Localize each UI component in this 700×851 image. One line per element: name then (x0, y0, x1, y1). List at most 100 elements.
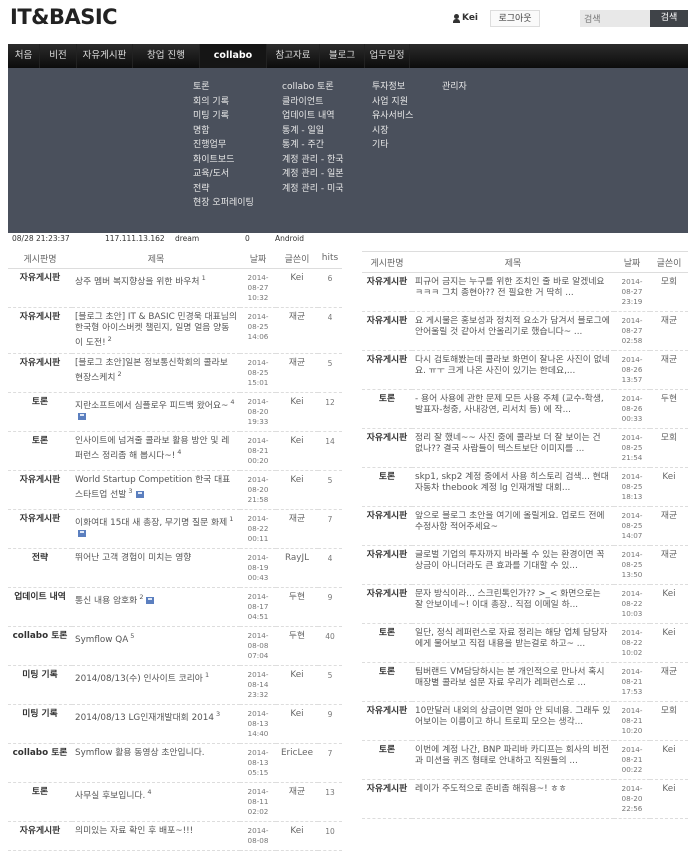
post-author[interactable]: Kei (650, 467, 688, 507)
nav-item-7[interactable]: 업무일정 (365, 44, 410, 68)
board-name[interactable]: 자유게시판 (8, 268, 72, 308)
board-name[interactable]: 토론 (362, 662, 412, 702)
table-row[interactable]: 자유게시판 레이가 주도적으로 준비좀 해줘용~! ㅎㅎ 2014-08-20 22:… (362, 779, 688, 819)
table-row[interactable]: 자유게시판 앞으로 블로그 초안을 여기에 올릴게요. 업로드 전에 수정사항 적… (362, 506, 688, 546)
nav-item-0[interactable]: 처음 (8, 44, 40, 68)
post-author[interactable]: Kei (276, 268, 318, 308)
post-title-text[interactable]: 피규어 금지는 누구를 위한 조치인 줄 바로 알겠네요 ㅋㅋㅋ 그치 종현아?… (415, 277, 605, 298)
post-title[interactable]: 일단, 정식 레퍼런스로 자료 정리는 해당 업체 담당자에게 물어보고 직접 … (412, 623, 614, 663)
post-author[interactable]: Kei (276, 821, 318, 851)
post-author[interactable]: 모회 (650, 701, 688, 741)
search-button[interactable]: 검색 (650, 10, 688, 27)
post-title-text[interactable]: Symflow QA (75, 634, 129, 645)
table-row[interactable]: 자유게시판 요 게시물은 홍보성과 정치적 요소가 담겨서 블로그에 안어울릴 것… (362, 311, 688, 351)
table-row[interactable]: 자유게시판 World Startup Competition 한국 대표 스타트… (8, 470, 342, 510)
table-row[interactable]: 토론 - 용어 사용에 관한 문제 모든 사용 주체 (교수-학생, 발표자-청중… (362, 389, 688, 429)
dropdown-menu-item[interactable]: 교육/도서 (193, 169, 230, 179)
post-title-text[interactable]: 다시 검토해봤는데 콜라보 화면이 잘나온 사진이 없네요. ㅠㅜ 크게 나온 … (415, 355, 610, 376)
post-title[interactable]: - 용어 사용에 관한 문제 모든 사용 주체 (교수-학생, 발표자-청중, … (412, 389, 614, 429)
post-title-text[interactable]: 이번에 계정 나간, BNP 파리바 카디프는 회사의 비전과 미션을 퀴즈 형… (415, 745, 610, 766)
post-author[interactable]: 모회 (650, 272, 688, 312)
post-title-text[interactable]: [블로그 초안]일본 정보통신학회의 콜라보 현장스케치 (75, 357, 228, 383)
post-title-text[interactable]: World Startup Competition 한국 대표 스타트업 선발 (75, 474, 231, 500)
post-title[interactable]: 상주 멤버 복지향상을 위한 바우처 1 (72, 268, 240, 308)
post-author[interactable]: Kei (276, 392, 318, 432)
column-header[interactable]: 제목 (72, 248, 240, 269)
board-name[interactable]: 토론 (8, 431, 72, 471)
search-input[interactable] (580, 10, 650, 27)
dropdown-menu-item[interactable]: 전략 (193, 183, 210, 194)
dropdown-menu-item[interactable]: 계정 관리 - 미국 (282, 183, 344, 194)
post-title-text[interactable]: 인사이트에 넘겨줄 콜라보 활용 방안 및 레퍼런스 정리좀 해 봅시다~! (75, 435, 230, 461)
post-author[interactable]: 재균 (276, 307, 318, 354)
board-name[interactable]: collabo 토론 (8, 626, 72, 666)
dropdown-menu-item[interactable]: 화이트보드 (193, 154, 235, 165)
post-title-text[interactable]: 2014/08/13(수) 인사이트 코리아 (75, 673, 203, 684)
dropdown-menu-item[interactable]: 회의 기록 (193, 96, 229, 107)
board-name[interactable]: 자유게시판 (362, 311, 412, 351)
post-author[interactable]: Kei (276, 704, 318, 744)
table-row[interactable]: 토론 일단, 정식 레퍼런스로 자료 정리는 해당 업체 담당자에게 물어보고 직… (362, 623, 688, 663)
table-row[interactable]: 자유게시판 문자 방식이라... 스크린톡인가?? >_< 화면으로는 잘 안보이… (362, 584, 688, 624)
board-name[interactable]: 자유게시판 (362, 584, 412, 624)
post-title-text[interactable]: 통신 내용 암호화 (75, 595, 138, 606)
post-title-text[interactable]: 상주 멤버 복지향상을 위한 바우처 (75, 276, 200, 287)
post-title[interactable]: 이화여대 15대 새 총장, 무기명 질문 화제 1 (72, 509, 240, 549)
post-author[interactable]: 재균 (650, 662, 688, 702)
post-title[interactable]: Symflow QA 5 (72, 626, 240, 666)
nav-item-6[interactable]: 블로그 (320, 44, 365, 68)
post-title-text[interactable]: skp1, skp2 계정 중에서 사용 히스토리 검색... 현대자동차 th… (415, 472, 609, 493)
column-header[interactable]: 날짜 (240, 248, 276, 269)
dropdown-menu-item[interactable]: 사업 지원 (372, 96, 408, 107)
dropdown-menu-item[interactable]: 계정 관리 - 한국 (282, 154, 344, 165)
board-name[interactable]: 토론 (8, 392, 72, 432)
board-name[interactable]: 자유게시판 (362, 545, 412, 585)
table-row[interactable]: 토론 인사이트에 넘겨줄 콜라보 활용 방안 및 레퍼런스 정리좀 해 봅시다~!… (8, 431, 342, 471)
dropdown-menu-item[interactable]: 관리자 (442, 82, 467, 92)
post-title[interactable]: 이번에 계정 나간, BNP 파리바 카디프는 회사의 비전과 미션을 퀴즈 형… (412, 740, 614, 780)
post-author[interactable]: 두현 (276, 626, 318, 666)
dropdown-menu-item[interactable]: 진행업무 (193, 140, 227, 150)
column-header[interactable]: 게시판명 (8, 248, 72, 269)
post-title[interactable]: 의미있는 자료 확인 후 배포~!!! (72, 821, 240, 851)
post-author[interactable]: Kei (650, 779, 688, 819)
table-row[interactable]: 업데이트 내역 통신 내용 암호화 2 2014-08-17 04:51 두현 9 (8, 587, 342, 627)
column-header[interactable]: 게시판명 (362, 251, 412, 273)
post-title[interactable]: 10만달러 내외의 상금이면 얼마 안 되네용. 그래두 있어보이는 이름이고 … (412, 701, 614, 741)
post-title-text[interactable]: 문자 방식이라... 스크린톡인가?? >_< 화면으로는 잘 안보이네~! 이… (415, 589, 601, 610)
dropdown-menu-item[interactable]: 시장 (372, 125, 389, 136)
post-author[interactable]: Kei (276, 665, 318, 705)
post-title-text[interactable]: 10만달러 내외의 상금이면 얼마 안 되네용. 그래두 있어보이는 이름이고 … (415, 706, 611, 727)
board-name[interactable]: 자유게시판 (8, 307, 72, 354)
post-title[interactable]: 2014/08/13 LG인재개발대회 2014 3 (72, 704, 240, 744)
post-title[interactable]: 인사이트에 넘겨줄 콜라보 활용 방안 및 레퍼런스 정리좀 해 봅시다~! 4 (72, 431, 240, 471)
post-author[interactable]: Kei (276, 470, 318, 510)
dropdown-menu-item[interactable]: 명함 (193, 125, 210, 136)
table-row[interactable]: 자유게시판 정리 잘 했네~~ 사진 중에 콜라보 더 잘 보이는 건 없나?? … (362, 428, 688, 468)
post-author[interactable]: 두현 (650, 389, 688, 429)
column-header[interactable]: hits (318, 248, 342, 269)
post-title-text[interactable]: 일단, 정식 레퍼런스로 자료 정리는 해당 업체 담당자에게 물어보고 직접 … (415, 628, 608, 649)
post-title[interactable]: 지란소프트에서 심플로우 피드백 왔어요~ 4 (72, 392, 240, 432)
board-name[interactable]: 자유게시판 (362, 779, 412, 819)
post-title-text[interactable]: 팀버랜드 VM담당하시는 분 개인적으로 만나서 혹시 매장별 콜라보 설문 자… (415, 667, 605, 688)
board-name[interactable]: 미팅 기록 (8, 704, 72, 744)
board-name[interactable]: 미팅 기록 (8, 665, 72, 705)
dropdown-menu-item[interactable]: 현장 오퍼레이팅 (193, 198, 254, 208)
post-author[interactable]: 두현 (276, 587, 318, 627)
post-author[interactable]: 재균 (650, 545, 688, 585)
board-name[interactable]: 자유게시판 (362, 272, 412, 312)
post-author[interactable]: 재균 (276, 782, 318, 822)
post-title[interactable]: Symflow 활용 동영상 초안입니다. (72, 743, 240, 783)
table-row[interactable]: 토론 skp1, skp2 계정 중에서 사용 히스토리 검색... 현대자동차 … (362, 467, 688, 507)
table-row[interactable]: 자유게시판 상주 멤버 복지향상을 위한 바우처 1 2014-08-27 10:32… (8, 268, 342, 308)
post-title[interactable]: World Startup Competition 한국 대표 스타트업 선발 … (72, 470, 240, 510)
board-name[interactable]: 자유게시판 (8, 821, 72, 851)
dropdown-menu-item[interactable]: 토론 (193, 82, 210, 92)
post-author[interactable]: 재균 (650, 350, 688, 390)
post-title-text[interactable]: 앞으로 블로그 초안을 여기에 올릴게요. 업로드 전에 수정사항 적어주세요~ (415, 511, 605, 532)
post-title[interactable]: 앞으로 블로그 초안을 여기에 올릴게요. 업로드 전에 수정사항 적어주세요~ (412, 506, 614, 546)
nav-item-4[interactable]: collabo (200, 44, 267, 68)
post-title[interactable]: 사무실 후보입니다. 4 (72, 782, 240, 822)
post-title-text[interactable]: Symflow 활용 동영상 초안입니다. (75, 747, 205, 758)
